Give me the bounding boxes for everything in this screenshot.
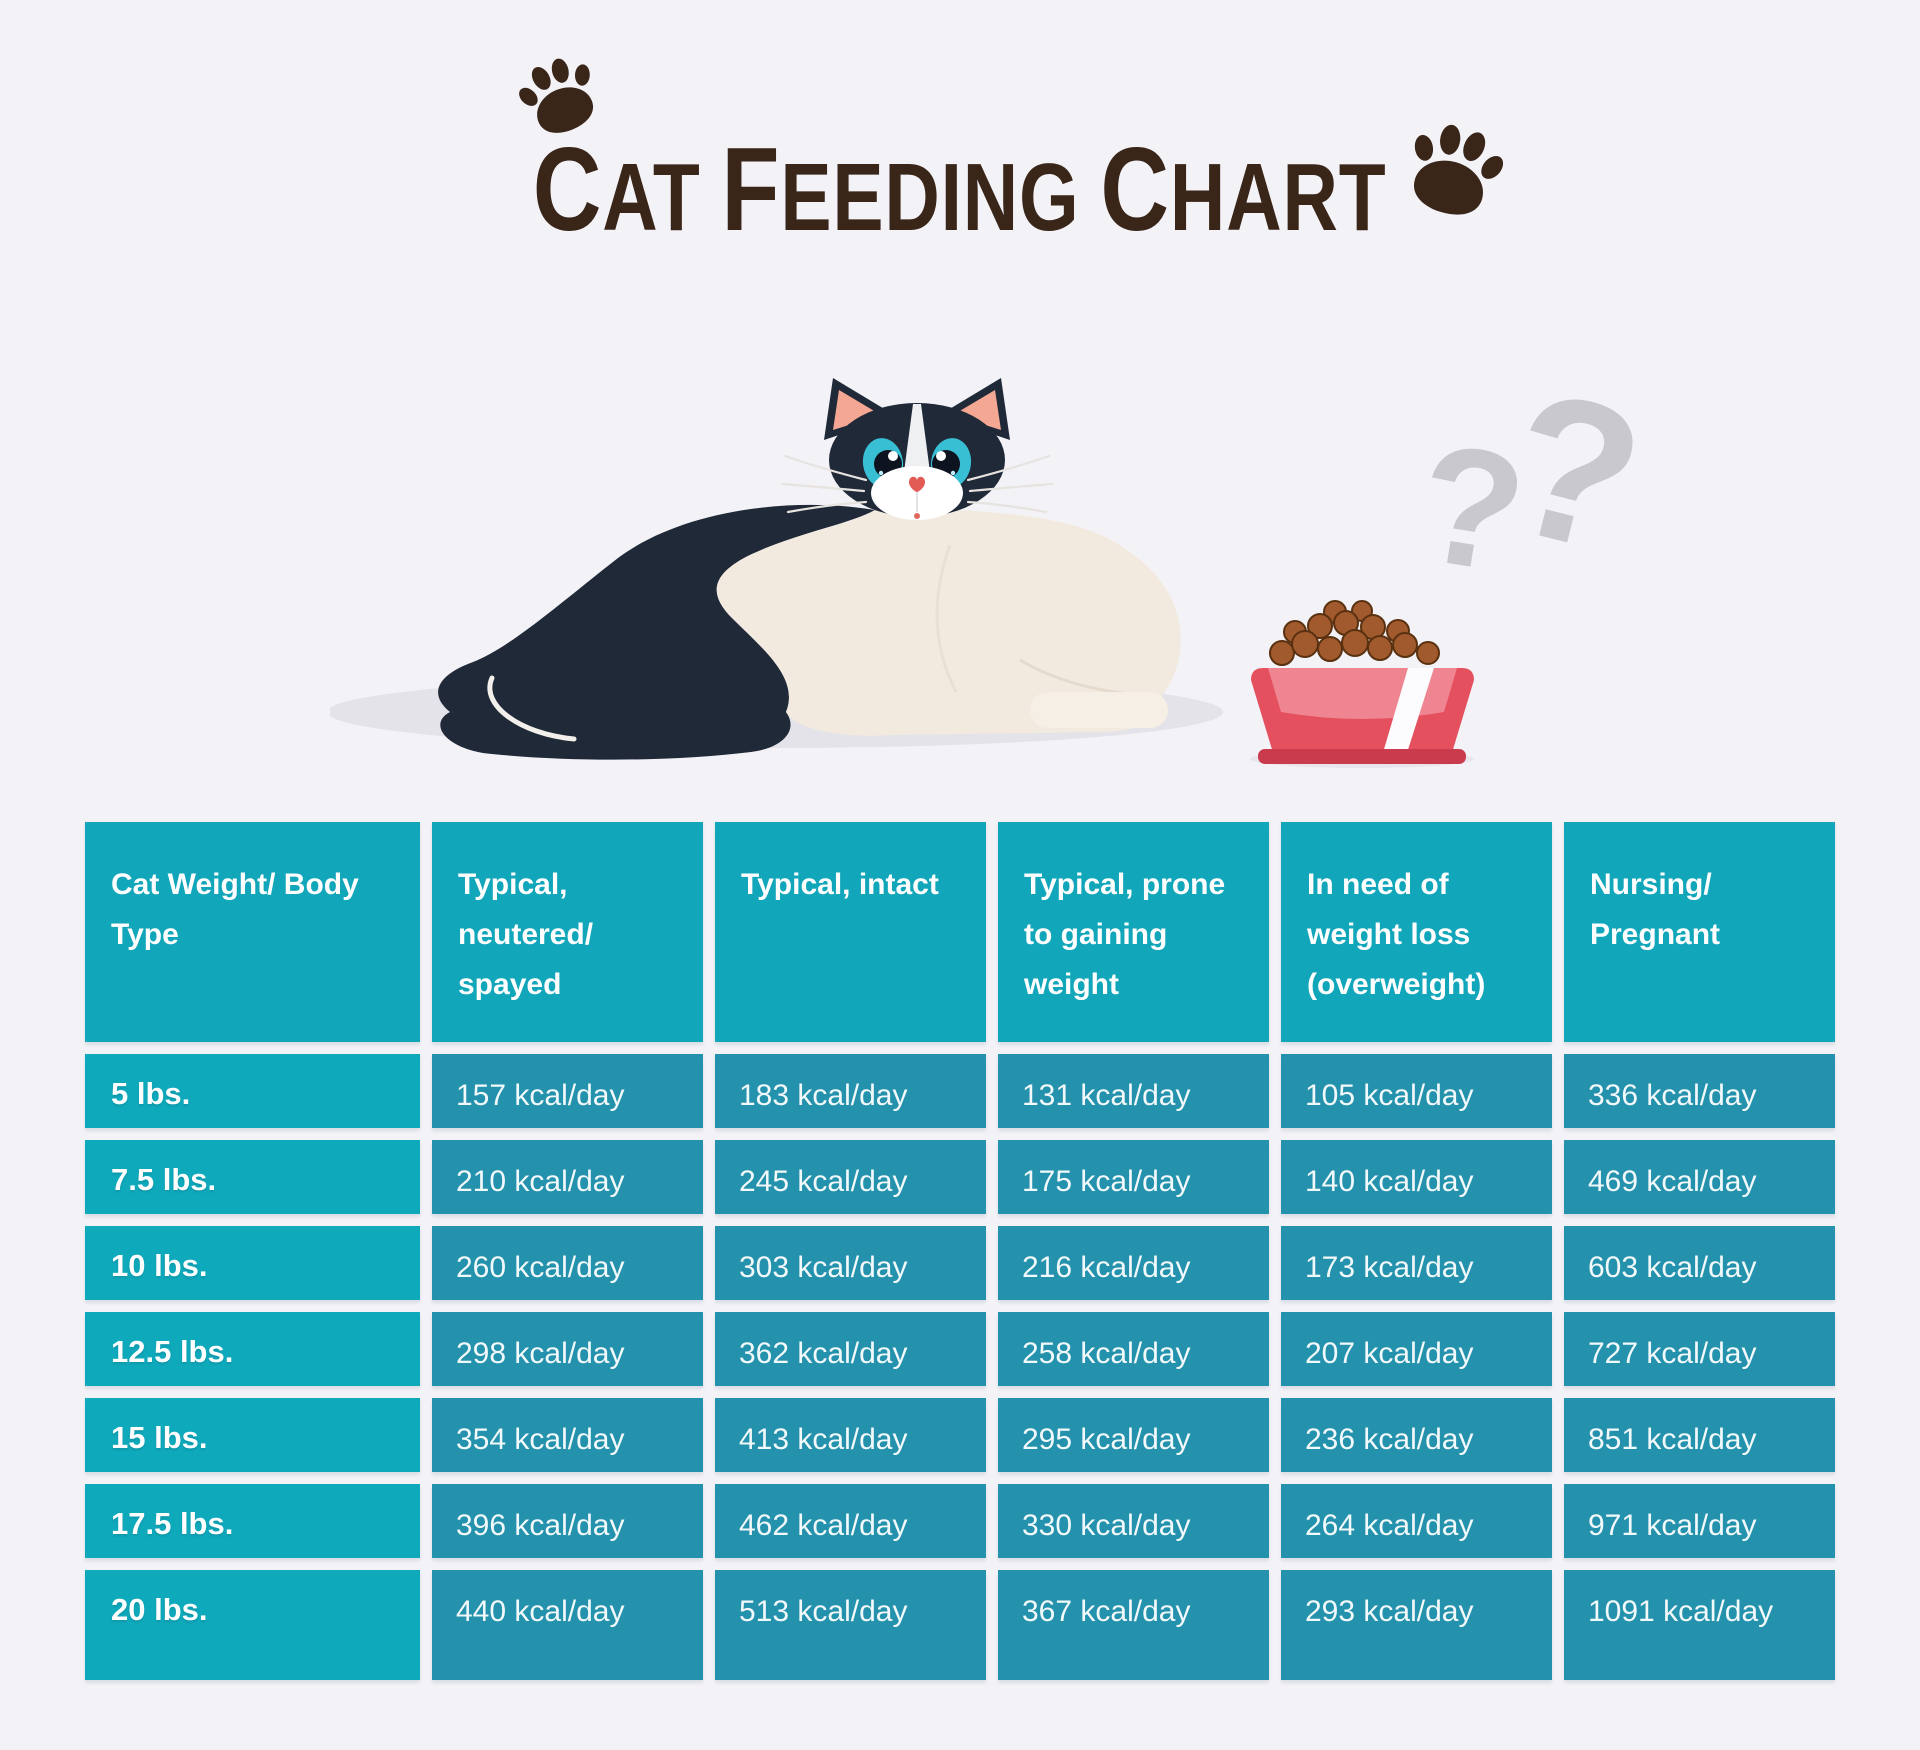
- table-cell: 603 kcal/day: [1564, 1226, 1835, 1300]
- row-label: 7.5 lbs.: [85, 1140, 420, 1214]
- table-cell: 207 kcal/day: [1281, 1312, 1552, 1386]
- table-cell: 173 kcal/day: [1281, 1226, 1552, 1300]
- left-ear-inner: [833, 390, 881, 430]
- row-label: 10 lbs.: [85, 1226, 420, 1300]
- table-cell: 362 kcal/day: [715, 1312, 986, 1386]
- front-paw: [1030, 692, 1168, 728]
- cat-black-body: [438, 504, 875, 760]
- bowl-base: [1258, 749, 1466, 764]
- row-label: 20 lbs.: [85, 1570, 420, 1680]
- cat-illustration: [330, 360, 1580, 780]
- table-cell: 131 kcal/day: [998, 1054, 1269, 1128]
- table-cell: 245 kcal/day: [715, 1140, 986, 1214]
- row-label: 17.5 lbs.: [85, 1484, 420, 1558]
- white-blaze: [904, 404, 930, 472]
- table-cell: 105 kcal/day: [1281, 1054, 1552, 1128]
- table-cell: 971 kcal/day: [1564, 1484, 1835, 1558]
- table-cell: 236 kcal/day: [1281, 1398, 1552, 1472]
- table-cell: 258 kcal/day: [998, 1312, 1269, 1386]
- table-cell: 175 kcal/day: [998, 1140, 1269, 1214]
- table-cell: 1091 kcal/day: [1564, 1570, 1835, 1680]
- page-title: Cat Feeding Chart: [0, 123, 1920, 263]
- table-cell: 336 kcal/day: [1564, 1054, 1835, 1128]
- table-cell: 367 kcal/day: [998, 1570, 1269, 1680]
- column-header: Cat Weight/ Body Type: [85, 822, 420, 1042]
- table-cell: 210 kcal/day: [432, 1140, 703, 1214]
- page-title-text: Cat Feeding Chart: [523, 123, 1398, 263]
- nose: [909, 476, 925, 492]
- table-cell: 303 kcal/day: [715, 1226, 986, 1300]
- table-cell: 851 kcal/day: [1564, 1398, 1835, 1472]
- row-label: 15 lbs.: [85, 1398, 420, 1472]
- table-cell: 440 kcal/day: [432, 1570, 703, 1680]
- table-cell: 727 kcal/day: [1564, 1312, 1835, 1386]
- table-cell: 330 kcal/day: [998, 1484, 1269, 1558]
- table-cell: 140 kcal/day: [1281, 1140, 1552, 1214]
- table-cell: 293 kcal/day: [1281, 1570, 1552, 1680]
- feeding-chart-table: Cat Weight/ Body Type Typical, neutered/…: [85, 822, 1835, 1680]
- whiskers: [780, 454, 1054, 514]
- kibble: [1269, 600, 1440, 666]
- column-header: In need of weight loss (overweight): [1281, 822, 1552, 1042]
- table-cell: 413 kcal/day: [715, 1398, 986, 1472]
- table-cell: 260 kcal/day: [432, 1226, 703, 1300]
- tail-highlight: [487, 675, 577, 742]
- column-header: Typical, neutered/ spayed: [432, 822, 703, 1042]
- paw-print-icon: [1393, 112, 1514, 228]
- chest-crease: [935, 544, 958, 693]
- column-header: Nursing/ Pregnant: [1564, 822, 1835, 1042]
- table-cell: 462 kcal/day: [715, 1484, 986, 1558]
- table-cell: 396 kcal/day: [432, 1484, 703, 1558]
- row-label: 12.5 lbs.: [85, 1312, 420, 1386]
- right-ear-inner: [953, 390, 1001, 430]
- table-cell: 157 kcal/day: [432, 1054, 703, 1128]
- table-cell: 354 kcal/day: [432, 1398, 703, 1472]
- table-cell: 295 kcal/day: [998, 1398, 1269, 1472]
- cat-head: [780, 378, 1054, 520]
- table-cell: 469 kcal/day: [1564, 1140, 1835, 1214]
- title-word: Feeding: [721, 123, 1080, 256]
- table-cell: 513 kcal/day: [715, 1570, 986, 1680]
- table-cell: 298 kcal/day: [432, 1312, 703, 1386]
- column-header: Typical, prone to gaining weight: [998, 822, 1269, 1042]
- bowl-stripe: [1382, 668, 1434, 756]
- column-header: Typical, intact: [715, 822, 986, 1042]
- table-cell: 264 kcal/day: [1281, 1484, 1552, 1558]
- table-cell: 183 kcal/day: [715, 1054, 986, 1128]
- title-word: Cat: [533, 123, 701, 256]
- row-label: 5 lbs.: [85, 1054, 420, 1128]
- paw-print-icon: [507, 45, 611, 146]
- food-bowl-icon: [1251, 600, 1474, 764]
- table-cell: 216 kcal/day: [998, 1226, 1269, 1300]
- lower-lip: [914, 513, 920, 519]
- title-word: Chart: [1100, 123, 1387, 256]
